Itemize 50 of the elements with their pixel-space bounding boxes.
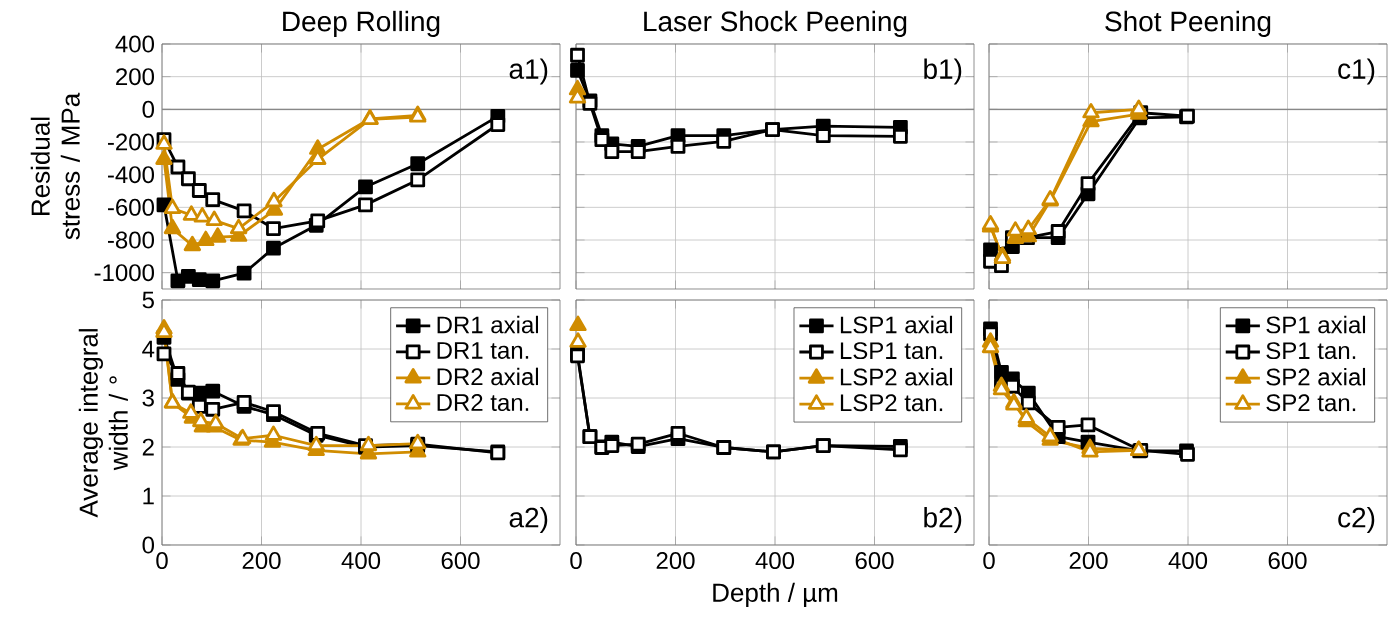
x-tick-label: 400 bbox=[755, 552, 795, 570]
annotation: a2) bbox=[509, 506, 548, 534]
x-tick-label: 200 bbox=[1069, 552, 1108, 570]
annotation: b2) bbox=[924, 506, 962, 534]
annotation: c2) bbox=[1338, 506, 1375, 534]
x-tick-label: 0 bbox=[983, 552, 995, 570]
legend-label: DR1 axial bbox=[437, 315, 539, 334]
y-tick-label: 3 bbox=[142, 389, 154, 407]
chart-title: Deep Rolling bbox=[283, 10, 440, 37]
y-tick-label: -800 bbox=[107, 231, 155, 249]
x-tick-label: 200 bbox=[242, 552, 281, 570]
legend-label: SP2 axial bbox=[1266, 367, 1366, 386]
legend-label: DR2 tan. bbox=[437, 394, 529, 412]
y-tick-label: -200 bbox=[107, 133, 155, 151]
y-tick-label: 0 bbox=[142, 536, 155, 554]
x-tick-label: 200 bbox=[656, 552, 695, 570]
y-tick-label: -600 bbox=[107, 198, 155, 216]
y-tick-label: 2 bbox=[142, 438, 154, 456]
legend-label: DR2 axial bbox=[437, 367, 539, 386]
x-tick-label: 0 bbox=[570, 552, 582, 570]
y-tick-label: 200 bbox=[116, 68, 155, 86]
y-tick-label: -1000 bbox=[94, 264, 155, 282]
annotation: a1) bbox=[509, 58, 548, 85]
y-axis-title: Average integral width / ° bbox=[78, 329, 128, 518]
x-tick-label: 600 bbox=[441, 552, 480, 570]
legend-label: SP1 tan. bbox=[1266, 342, 1356, 360]
chart-title: Shot Peening bbox=[1105, 10, 1271, 37]
annotation: b1) bbox=[924, 58, 962, 85]
legend-label: DR1 tan. bbox=[437, 342, 529, 359]
legend-label: SP1 axial bbox=[1266, 315, 1366, 334]
y-tick-label: 5 bbox=[142, 291, 154, 309]
legend-label: LSP2 tan. bbox=[840, 394, 943, 412]
legend-label: LSP1 axial bbox=[840, 315, 953, 334]
legend-label: LSP1 tan. bbox=[840, 342, 943, 360]
x-tick-label: 600 bbox=[855, 552, 894, 570]
y-axis-title: Residual stress / MPa bbox=[30, 92, 80, 240]
x-axis-title: Depth / µm bbox=[713, 582, 838, 608]
x-tick-label: 0 bbox=[156, 552, 168, 570]
x-tick-label: 600 bbox=[1268, 552, 1307, 570]
y-tick-label: 400 bbox=[115, 35, 155, 53]
y-tick-label: 1 bbox=[143, 487, 154, 505]
annotation: c1) bbox=[1338, 58, 1375, 85]
legend-label: LSP2 axial bbox=[840, 367, 953, 386]
chart-title: Laser Shock Peening bbox=[644, 10, 907, 37]
legend-label: SP2 tan. bbox=[1266, 394, 1356, 412]
y-tick-label: -400 bbox=[107, 166, 155, 184]
y-tick-label: 4 bbox=[142, 340, 155, 358]
y-tick-label: 0 bbox=[142, 100, 155, 118]
x-tick-label: 400 bbox=[341, 552, 381, 570]
x-tick-label: 400 bbox=[1168, 552, 1208, 570]
